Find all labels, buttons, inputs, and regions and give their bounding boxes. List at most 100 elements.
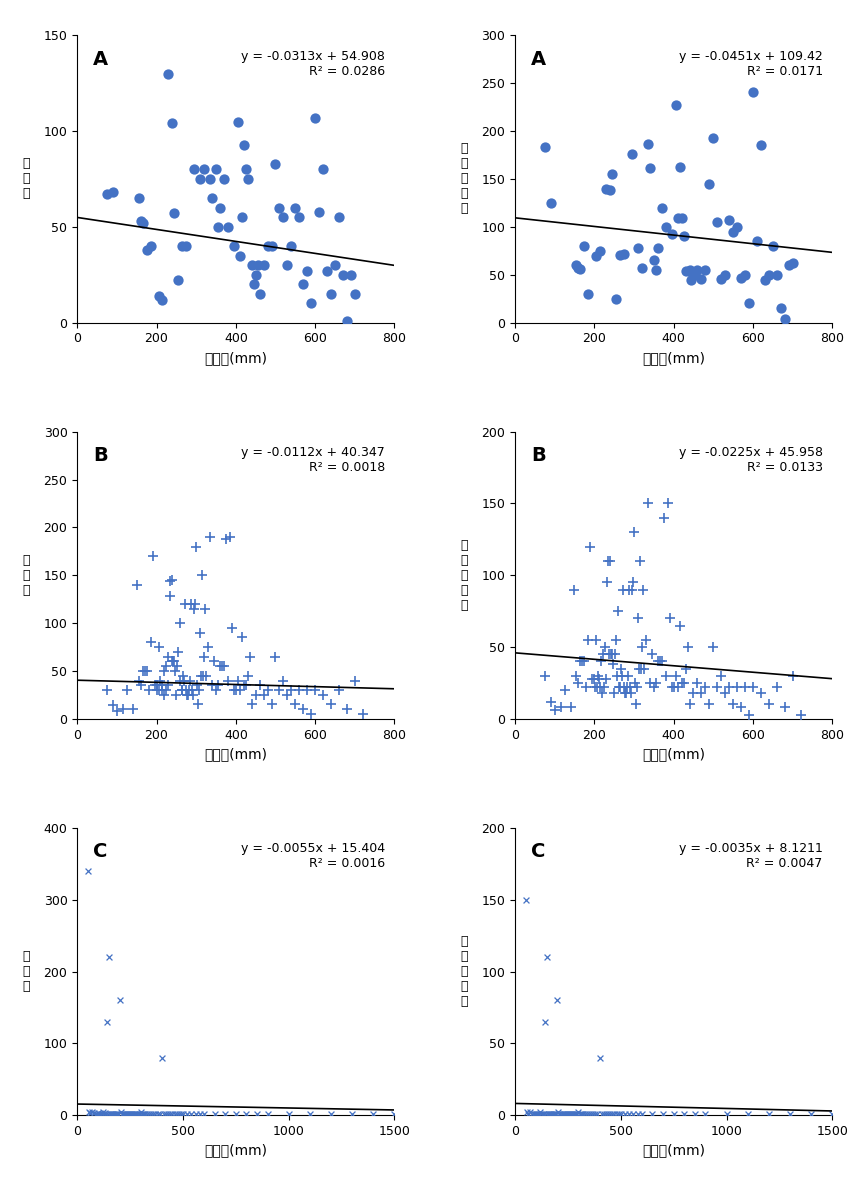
Point [786,254,800,273]
Point [603,1104,617,1123]
Point [715,270,728,289]
Point [332,681,346,700]
Point [553,697,567,716]
Point [161,64,175,83]
Point [117,1104,130,1123]
Point [245,256,258,275]
Point [605,644,619,663]
Point [154,671,167,690]
Point [567,1104,581,1123]
Point [257,686,270,704]
Point [594,242,607,261]
Point [175,681,189,700]
Point [92,1103,106,1122]
Point [126,1104,140,1123]
Point [184,595,198,614]
Point [178,595,192,614]
Point [606,1104,619,1123]
Point [153,1104,166,1123]
Point [120,1104,134,1123]
Point [213,198,227,217]
Point [235,628,249,647]
Point [300,681,314,700]
Point [582,284,595,303]
Point [706,129,720,148]
Point [617,244,631,263]
Point [281,1104,295,1123]
Point [766,236,780,255]
Point [229,681,243,700]
Point [103,1104,117,1123]
Point [89,1104,103,1123]
Point [547,701,561,720]
Point [134,1102,148,1121]
Point [631,677,644,696]
Point [599,637,613,656]
Point [537,1104,551,1123]
Point [186,686,200,704]
Point [231,671,245,690]
Point [195,667,208,686]
Point [521,1104,535,1123]
Point [99,1104,112,1123]
Point [668,96,682,114]
Point [605,165,619,184]
Point [655,198,668,217]
Point [273,681,287,700]
Text: A: A [93,50,108,68]
Text: y = -0.0225x + 45.958
R² = 0.0133: y = -0.0225x + 45.958 R² = 0.0133 [679,446,823,474]
Point [641,494,655,513]
Point [324,1104,338,1123]
Point [269,647,282,666]
Point [261,236,275,255]
Point [571,258,585,277]
Point [538,1012,552,1031]
Point [539,1104,553,1123]
Point [758,271,771,290]
Point [237,676,251,695]
Text: B: B [93,446,108,465]
Point [625,683,638,702]
Point [577,236,591,255]
Point [190,676,204,695]
Point [136,214,149,232]
Point [647,677,661,696]
Point [83,1103,97,1122]
Point [215,657,229,676]
Point [770,266,783,284]
Point [738,266,752,284]
Point [203,527,217,546]
Point [239,1104,253,1123]
Point [659,217,673,236]
Point [583,537,597,556]
Point [641,135,655,153]
Point [225,618,239,637]
X-axis label: 강수량(mm): 강수량(mm) [204,747,268,761]
Point [166,1104,179,1123]
Point [523,1103,537,1122]
Point [217,657,231,676]
Point [130,1104,143,1123]
Point [623,677,637,696]
Point [527,1104,541,1123]
Point [241,170,255,189]
Point [583,1104,596,1123]
Point [615,667,629,686]
Point [611,602,625,621]
Point [172,642,185,661]
Point [740,1104,754,1123]
Y-axis label: 매
개
변
수
율: 매 개 변 수 율 [460,935,468,1008]
Point [140,662,154,681]
Point [241,667,255,686]
Point [94,1104,108,1123]
Point [227,236,241,255]
Point [590,677,604,696]
Point [534,1103,547,1122]
Point [142,1104,156,1123]
Point [794,706,807,725]
X-axis label: 강수량(mm): 강수량(mm) [642,350,705,365]
Point [308,681,322,700]
Point [166,571,179,590]
Point [197,1104,211,1123]
Point [543,1104,557,1123]
